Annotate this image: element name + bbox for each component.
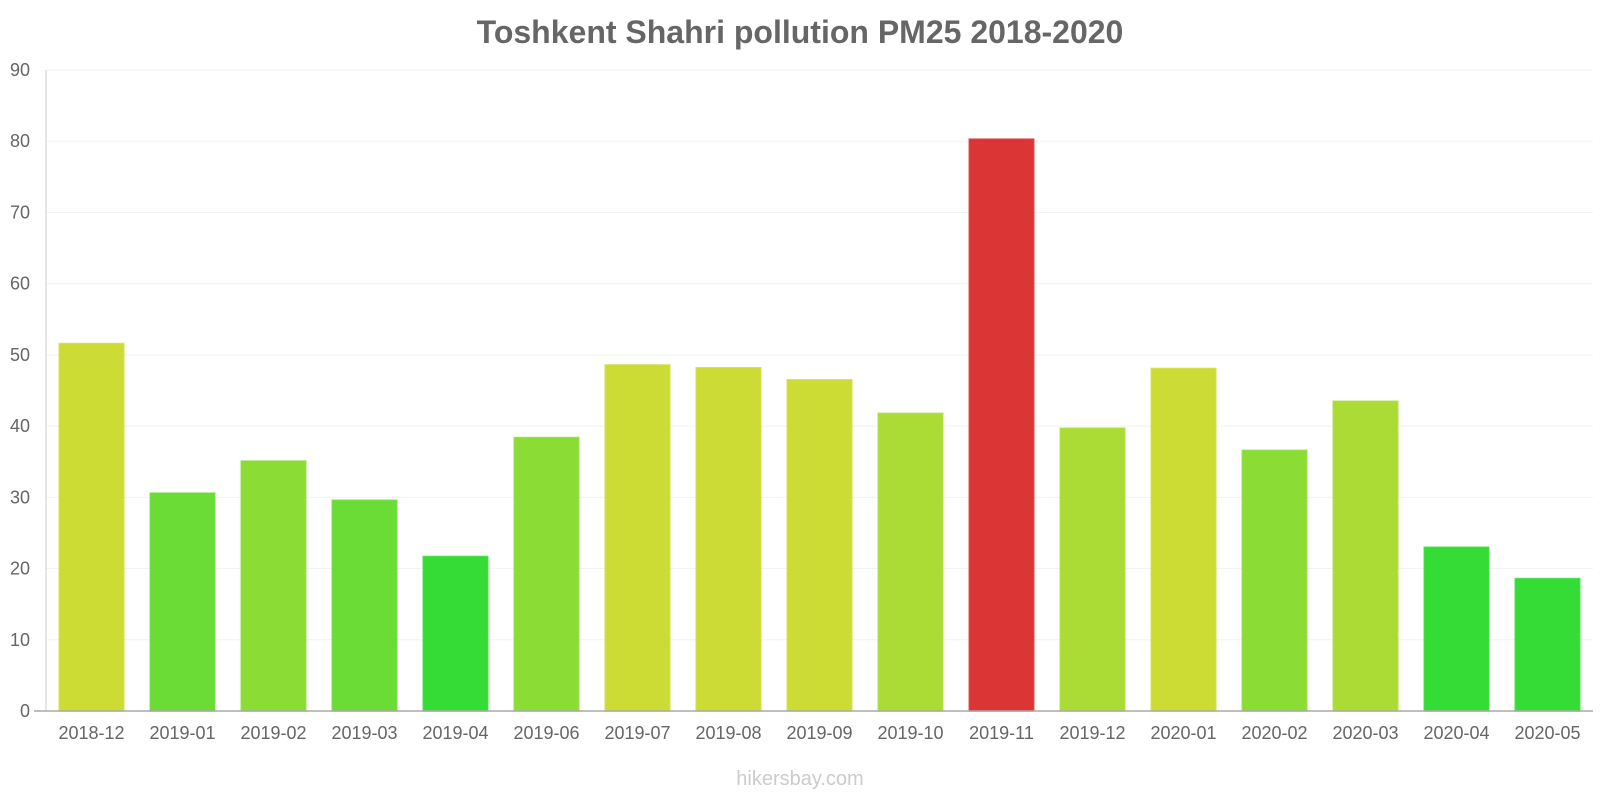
bar-2019-08[interactable] [695,366,762,712]
x-tick-label: 2020-02 [1241,723,1307,743]
bar-2020-04[interactable] [1423,546,1490,712]
bar-2019-07[interactable] [604,364,671,712]
x-tick-label: 2019-06 [513,723,579,743]
x-tick-label: 2018-12 [58,723,124,743]
bar-2020-02[interactable] [1241,449,1308,712]
bar-series [58,138,1581,712]
bar-2019-01[interactable] [149,492,216,712]
bar-2018-12[interactable] [58,342,125,712]
y-tick-label: 0 [20,701,30,721]
y-tick-label: 20 [10,559,30,579]
bar-2019-02[interactable] [240,460,307,712]
y-tick-labels: 0 10 20 30 40 50 60 70 80 90 [10,60,30,721]
bar-2019-04[interactable] [422,555,489,712]
bar-2019-10[interactable] [877,412,944,712]
bar-2019-12[interactable] [1059,427,1126,712]
y-tick-label: 50 [10,345,30,365]
x-tick-label: 2020-01 [1150,723,1216,743]
bar-2020-03[interactable] [1332,400,1399,712]
x-tick-label: 2019-10 [877,723,943,743]
x-tick-label: 2019-04 [422,723,488,743]
y-tick-label: 60 [10,274,30,294]
y-tick-label: 80 [10,131,30,151]
x-tick-label: 2019-01 [149,723,215,743]
watermark-text[interactable]: hikersbay.com [736,768,864,790]
x-tick-label: 2019-12 [1059,723,1125,743]
x-tick-label: 2019-03 [331,723,397,743]
x-tick-label: 2020-03 [1332,723,1398,743]
chart-title: Toshkent Shahri pollution PM25 2018-2020 [476,14,1124,50]
x-tick-label: 2019-08 [695,723,761,743]
y-tick-label: 70 [10,202,30,222]
bar-2019-06[interactable] [513,436,580,712]
x-tick-label: 2019-02 [240,723,306,743]
y-tick-label: 90 [10,60,30,80]
bar-2019-11[interactable] [968,138,1035,712]
bar-2019-09[interactable] [786,379,853,712]
x-tick-label: 2019-09 [786,723,852,743]
bar-2020-01[interactable] [1150,367,1217,712]
bar-2019-03[interactable] [331,499,398,712]
x-tick-label: 2020-04 [1423,723,1489,743]
bar-2020-05[interactable] [1514,577,1581,712]
x-tick-label: 2020-05 [1514,723,1580,743]
x-tick-label: 2019-07 [604,723,670,743]
x-tick-label: 2019-11 [969,723,1034,743]
y-tick-label: 40 [10,416,30,436]
axes [34,70,1593,712]
y-tick-label: 10 [10,630,30,650]
x-tick-labels: 2018-12 2019-01 2019-02 2019-03 2019-04 2019-… [58,723,1580,743]
y-tick-label: 30 [10,487,30,507]
